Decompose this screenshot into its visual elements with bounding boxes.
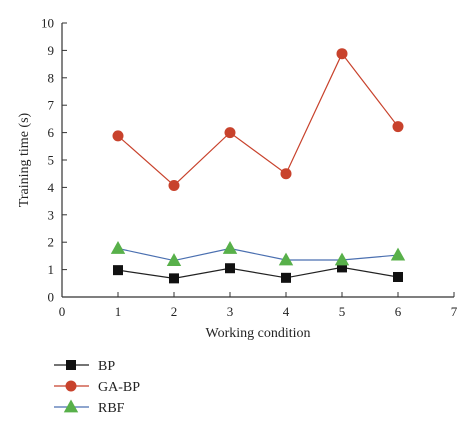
y-tick-label: 4 bbox=[48, 180, 55, 195]
data-point-rbf bbox=[166, 253, 182, 266]
x-tick-label: 3 bbox=[227, 304, 234, 319]
data-point-rbf bbox=[334, 252, 350, 266]
y-tick-label: 1 bbox=[48, 262, 55, 277]
data-point-bp bbox=[281, 272, 291, 283]
y-tick-label: 10 bbox=[41, 16, 54, 31]
data-point-ga-bp bbox=[336, 48, 348, 60]
x-axis-title: Working condition bbox=[205, 326, 310, 341]
legend-label-bp: BP bbox=[98, 359, 115, 374]
x-tick-label: 4 bbox=[283, 304, 290, 319]
data-point-bp bbox=[225, 263, 235, 274]
legend-item-rbf: RBF bbox=[54, 399, 125, 416]
data-point-bp bbox=[337, 262, 347, 273]
data-point-ga-bp bbox=[392, 121, 404, 133]
series-layer bbox=[110, 48, 406, 284]
series-line-ga-bp bbox=[117, 52, 399, 187]
axes bbox=[61, 23, 454, 298]
x-tick-label: 5 bbox=[339, 304, 346, 319]
legend-label-ga-bp: GA-BP bbox=[98, 380, 140, 395]
y-axis-title: Training time (s) bbox=[17, 112, 32, 207]
legend-marker-rbf bbox=[63, 399, 79, 413]
data-point-rbf bbox=[390, 247, 406, 261]
data-point-ga-bp bbox=[280, 168, 292, 180]
legend-label-rbf: RBF bbox=[98, 401, 125, 416]
data-point-ga-bp bbox=[168, 179, 180, 191]
series-line-bp bbox=[117, 266, 399, 279]
data-point-bp bbox=[113, 265, 123, 276]
legend-item-bp: BP bbox=[54, 359, 115, 374]
data-point-rbf bbox=[278, 252, 294, 266]
legend: BP GA-BP RBF bbox=[54, 359, 140, 416]
x-tick-label: 0 bbox=[59, 304, 66, 319]
legend-marker-ga-bp bbox=[65, 380, 77, 392]
y-tick-label: 9 bbox=[48, 43, 55, 58]
y-tick-label: 7 bbox=[48, 98, 55, 113]
series-rbf bbox=[110, 241, 406, 266]
legend-item-ga-bp: GA-BP bbox=[54, 380, 140, 395]
data-point-ga-bp bbox=[224, 127, 236, 139]
series-bp bbox=[113, 262, 403, 284]
y-tick-label: 6 bbox=[48, 125, 55, 140]
legend-marker-bp bbox=[66, 360, 76, 370]
y-tick-label: 5 bbox=[48, 153, 55, 168]
x-tick-label: 1 bbox=[115, 304, 122, 319]
tick-layer: 0 1 2 3 4 5 6 7 0 1 2 3 4 5 6 7 8 9 10 bbox=[41, 16, 458, 320]
y-tick-label: 8 bbox=[48, 70, 55, 85]
data-point-rbf bbox=[110, 241, 126, 254]
y-tick-label: 0 bbox=[48, 290, 55, 305]
series-line-rbf bbox=[117, 247, 399, 262]
y-tick-label: 2 bbox=[48, 235, 55, 250]
data-point-ga-bp bbox=[112, 130, 124, 142]
data-point-rbf bbox=[222, 241, 238, 254]
data-point-bp bbox=[393, 271, 403, 282]
data-point-bp bbox=[169, 273, 179, 284]
y-tick-label: 3 bbox=[48, 207, 55, 222]
x-tick-label: 6 bbox=[395, 304, 402, 319]
x-tick-label: 2 bbox=[171, 304, 178, 319]
series-ga-bp bbox=[112, 48, 404, 191]
x-tick-label: 7 bbox=[451, 304, 458, 319]
